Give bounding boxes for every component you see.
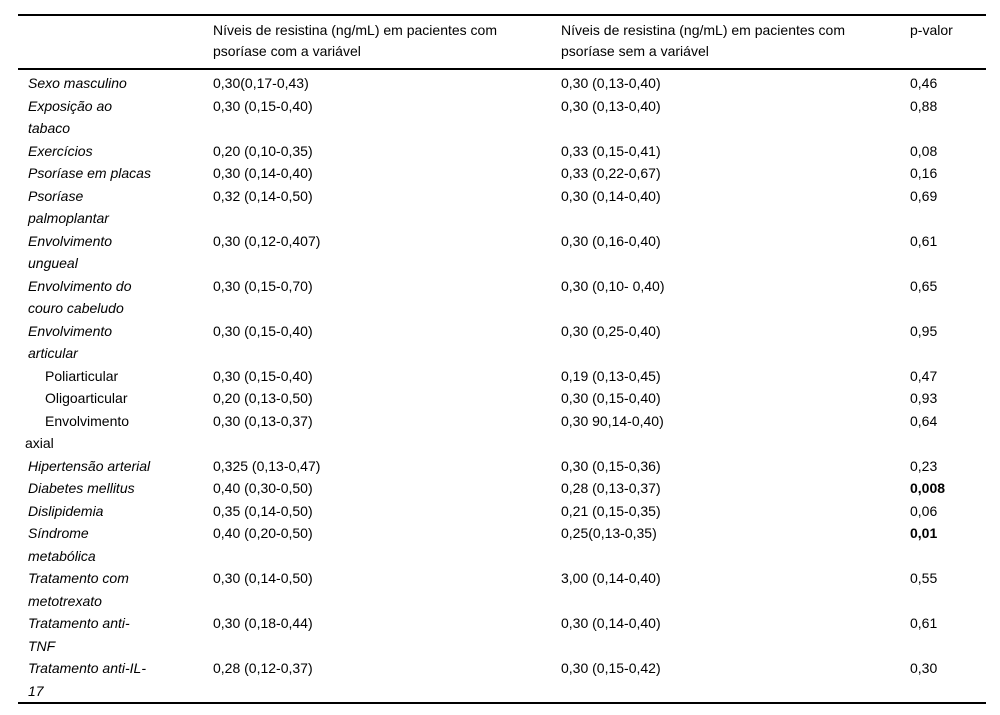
row-p-value: 0,55 [910,570,938,586]
table-row: Dislipidemia 0,35 (0,14-0,50) 0,21 (0,15-0… [18,500,986,523]
table-row: Tratamento com metotrexato 0,30 (0,14-0,5… [18,567,986,612]
row-variable-label: Envolvimento do couro cabeludo [28,277,132,317]
table-row: Envolvimento articular 0,30 (0,15-0,40) 0,… [18,320,986,365]
row-variable-label: Poliarticular [45,367,119,384]
row-value-without-variable: 0,30 (0,14-0,40) [561,615,661,631]
row-value-without-variable: 0,21 (0,15-0,35) [561,502,661,519]
row-variable-label: Oligoarticular [45,390,128,406]
row-variable-label: Sexo masculino [28,75,127,91]
row-p-value: 0,69 [910,187,938,204]
table-row: Envolvimento ungueal 0,30 (0,12-0,407) 0,3… [18,230,986,275]
row-p-value: 0,61 [910,615,938,631]
table-header: Níveis de resistina (ng/mL) em pacientes… [18,15,986,70]
table-row: Psoríase em placas 0,30 (0,14-0,40) 0,33 (… [18,162,986,185]
row-value-with-variable: 0,20 (0,13-0,50) [213,390,313,406]
table-row: Psoríase palmoplantar 0,32 (0,14-0,50) 0,3… [18,185,986,230]
row-p-value: 0,61 [910,232,938,249]
header-p-value: p-valor [910,15,986,70]
row-value-without-variable: 0,30 90,14-0,40) [561,412,664,429]
row-variable-label: Dislipidemia [28,502,104,519]
row-value-without-variable: 0,30 (0,15-0,36) [561,457,661,474]
row-value-with-variable: 0,30 (0,14-0,50) [213,570,313,586]
row-variable-label: Psoríase palmoplantar [28,187,109,227]
row-variable-label: Hipertensão arterial [28,457,151,474]
row-value-with-variable: 0,325 (0,13-0,47) [213,457,321,474]
row-value-with-variable: 0,30 (0,12-0,407) [213,232,321,249]
row-variable-label: Tratamento com metotrexato [28,570,129,609]
row-variable-label: Envolvimento ungueal [28,232,113,272]
row-value-with-variable: 0,32 (0,14-0,50) [213,187,313,204]
table-row: Exercícios 0,20 (0,10-0,35) 0,33 (0,15-0,4… [18,140,986,163]
row-variable-label: Exposição ao tabaco [28,97,113,137]
row-variable-label: Tratamento anti- TNF [28,615,130,654]
table-row: Sexo masculino 0,30(0,17-0,43) 0,30 (0,13-… [18,69,986,95]
row-value-without-variable: 0,30 (0,25-0,40) [561,322,661,339]
row-value-with-variable: 0,20 (0,10-0,35) [213,142,313,159]
row-variable-label: Psoríase em placas [28,165,151,181]
row-value-without-variable: 0,30 (0,13-0,40) [561,75,661,91]
table-row: Poliarticular 0,30 (0,15-0,40) 0,19 (0,13-… [18,365,986,388]
row-value-with-variable: 0,30 (0,13-0,37) [213,412,313,429]
row-value-without-variable: 0,33 (0,15-0,41) [561,142,661,159]
row-p-value: 0,008 [910,480,946,496]
row-variable-label: Exercícios [28,142,93,159]
table-row: Exposição ao tabaco 0,30 (0,15-0,40) 0,30 … [18,95,986,140]
table-row: Envolvimento do couro cabeludo 0,30 (0,15… [18,275,986,320]
row-p-value: 0,16 [910,165,938,181]
row-value-without-variable: 0,30 (0,14-0,40) [561,187,661,204]
row-value-without-variable: 0,19 (0,13-0,45) [561,367,661,384]
header-with-variable: Níveis de resistina (ng/mL) em pacientes… [213,15,561,70]
row-p-value: 0,64 [910,412,938,429]
row-value-without-variable: 0,25(0,13-0,35) [561,525,657,541]
header-variable [18,15,213,70]
table-row: Diabetes mellitus 0,40 (0,30-0,50) 0,28 (0… [18,477,986,500]
table-row: Hipertensão arterial 0,325 (0,13-0,47) 0,3… [18,455,986,478]
row-p-value: 0,08 [910,142,938,159]
row-p-value: 0,95 [910,322,938,339]
row-p-value: 0,30 [910,660,938,676]
row-p-value: 0,06 [910,502,938,519]
row-variable-label: Tratamento anti-IL- 17 [28,660,147,699]
row-value-with-variable: 0,40 (0,30-0,50) [213,480,313,496]
row-value-without-variable: 0,30 (0,16-0,40) [561,232,661,249]
row-p-value: 0,93 [910,390,938,406]
row-variable-label: Envolvimento articular [28,322,113,362]
resistin-levels-table: Níveis de resistina (ng/mL) em pacientes… [18,14,986,704]
row-value-with-variable: 0,30 (0,18-0,44) [213,615,313,631]
table-row: Oligoarticular 0,20 (0,13-0,50) 0,30 (0,15… [18,387,986,410]
row-variable-label: Diabetes mellitus [28,480,135,496]
table-body: Sexo masculino 0,30(0,17-0,43) 0,30 (0,13-… [18,69,986,703]
row-p-value: 0,01 [910,525,938,541]
header-row: Níveis de resistina (ng/mL) em pacientes… [18,15,986,70]
row-value-without-variable: 0,33 (0,22-0,67) [561,165,661,181]
table-row: Tratamento anti-IL- 17 0,28 (0,12-0,37) 0,… [18,657,986,703]
row-value-with-variable: 0,30 (0,15-0,70) [213,277,313,294]
row-value-without-variable: 0,28 (0,13-0,37) [561,480,661,496]
table-row: Síndrome metabólica 0,40 (0,20-0,50) 0,25(… [18,522,986,567]
row-value-without-variable: 0,30 (0,15-0,42) [561,660,661,676]
row-p-value: 0,23 [910,457,938,474]
row-value-without-variable: 0,30 (0,10- 0,40) [561,277,665,294]
row-value-with-variable: 0,30(0,17-0,43) [213,75,309,91]
row-value-with-variable: 0,30 (0,15-0,40) [213,322,313,339]
row-value-with-variable: 0,30 (0,14-0,40) [213,165,313,181]
table-row: Tratamento anti- TNF 0,30 (0,18-0,44) 0,30… [18,612,986,657]
row-variable-label: Síndrome metabólica [28,525,96,564]
row-value-with-variable: 0,30 (0,15-0,40) [213,97,313,114]
row-value-with-variable: 0,35 (0,14-0,50) [213,502,313,519]
row-value-without-variable: 3,00 (0,14-0,40) [561,570,661,586]
row-p-value: 0,46 [910,75,938,91]
row-variable-label: Envolvimento axial [25,412,130,452]
row-p-value: 0,65 [910,277,938,294]
row-value-with-variable: 0,30 (0,15-0,40) [213,367,313,384]
row-value-without-variable: 0,30 (0,15-0,40) [561,390,661,406]
header-without-variable: Níveis de resistina (ng/mL) em pacientes… [561,15,910,70]
row-p-value: 0,88 [910,97,938,114]
row-value-with-variable: 0,28 (0,12-0,37) [213,660,313,676]
row-value-with-variable: 0,40 (0,20-0,50) [213,525,313,541]
row-p-value: 0,47 [910,367,938,384]
table-row: Envolvimento axial 0,30 (0,13-0,37) 0,30 9… [18,410,986,455]
row-value-without-variable: 0,30 (0,13-0,40) [561,97,661,114]
